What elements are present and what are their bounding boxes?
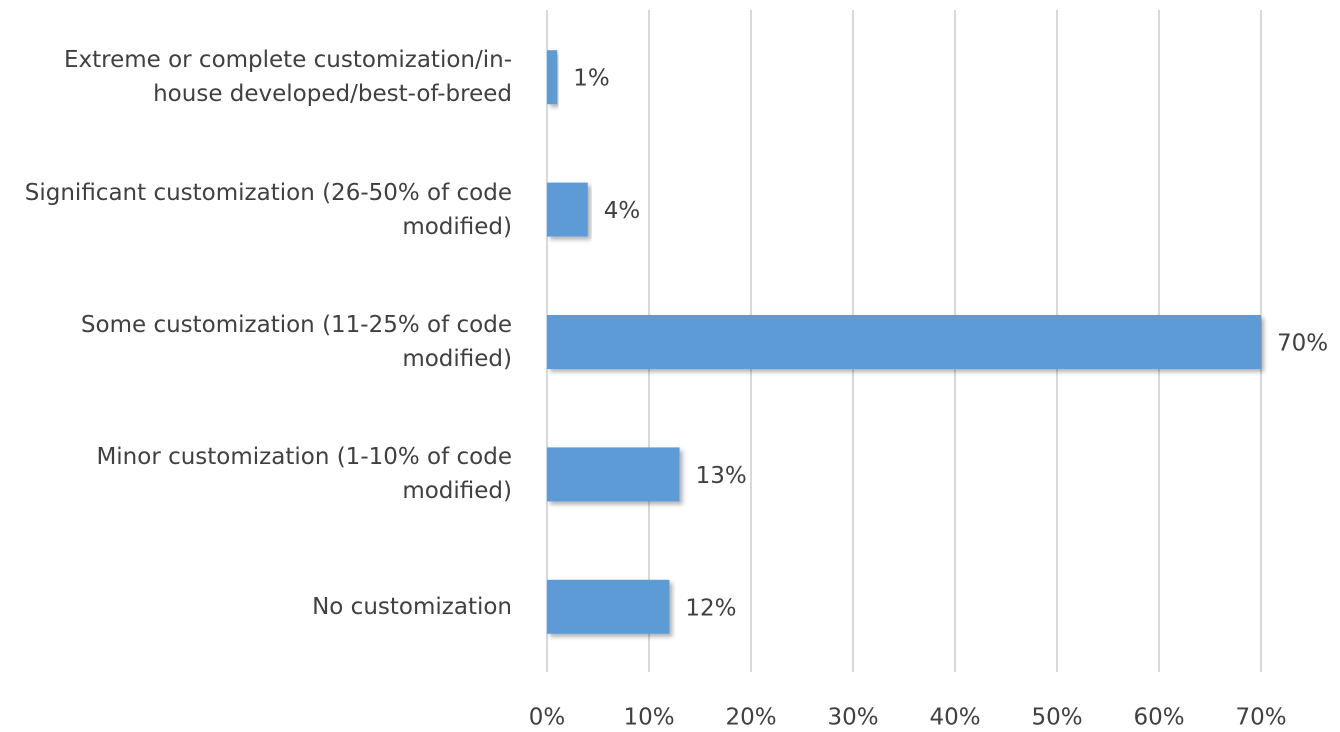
y-tick-label: Some customization (11-25% of code modif… xyxy=(0,282,512,402)
bar xyxy=(547,315,1261,369)
data-label: 13% xyxy=(696,463,747,489)
y-tick-label: No customization xyxy=(0,547,512,667)
y-tick-label: Extreme or complete customization/in-hou… xyxy=(0,17,512,137)
category-text: Some customization (11-25% of code modif… xyxy=(80,312,512,372)
data-label: 12% xyxy=(685,595,736,621)
category-text: Significant customization (26-50% of cod… xyxy=(24,179,512,240)
bar xyxy=(547,182,588,237)
x-tick-label: 0% xyxy=(529,705,566,731)
bar xyxy=(547,447,680,502)
y-tick-label: Significant customization (26-50% of cod… xyxy=(0,150,512,270)
category-text: Minor customization (1-10% of code modif… xyxy=(96,444,512,505)
x-tick-label: 60% xyxy=(1133,705,1184,731)
x-tick-label: 70% xyxy=(1235,705,1286,731)
bar xyxy=(547,579,670,634)
data-label: 1% xyxy=(573,66,610,92)
category-text: Extreme or complete customization/in-hou… xyxy=(63,47,512,108)
x-tick-label: 10% xyxy=(623,705,674,731)
x-tick-label: 20% xyxy=(725,705,776,731)
x-tick-label: 30% xyxy=(827,705,878,731)
data-label: 4% xyxy=(604,198,641,224)
x-tick-label: 50% xyxy=(1031,705,1082,731)
category-text: No customization xyxy=(312,593,512,620)
y-tick-label: Minor customization (1-10% of code modif… xyxy=(0,414,512,534)
bar xyxy=(547,50,558,105)
data-label: 70% xyxy=(1277,331,1328,357)
x-tick-label: 40% xyxy=(929,705,980,731)
